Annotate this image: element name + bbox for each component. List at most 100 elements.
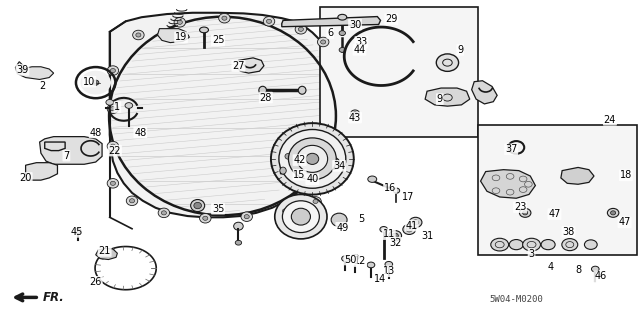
Text: 32: 32 [389, 238, 401, 248]
Text: 21: 21 [99, 246, 111, 256]
Ellipse shape [200, 27, 209, 33]
Ellipse shape [351, 255, 359, 260]
Text: 18: 18 [620, 170, 632, 180]
Text: 33: 33 [355, 37, 367, 47]
Text: 45: 45 [70, 227, 83, 237]
Text: 9: 9 [457, 45, 463, 55]
Text: 16: 16 [384, 183, 396, 193]
Text: 1: 1 [115, 102, 120, 112]
Ellipse shape [380, 226, 388, 232]
Ellipse shape [523, 211, 528, 215]
Ellipse shape [194, 202, 202, 209]
Text: 35: 35 [212, 204, 224, 214]
FancyBboxPatch shape [478, 124, 637, 255]
Ellipse shape [367, 262, 375, 268]
Ellipse shape [75, 228, 81, 234]
Text: 5W04-M0200: 5W04-M0200 [489, 295, 543, 304]
Ellipse shape [317, 37, 329, 47]
Ellipse shape [93, 80, 99, 85]
Polygon shape [15, 62, 54, 79]
Polygon shape [96, 249, 117, 260]
Text: 25: 25 [212, 35, 224, 45]
Text: 48: 48 [134, 128, 147, 137]
Text: 31: 31 [421, 231, 433, 241]
Ellipse shape [310, 197, 321, 206]
Ellipse shape [409, 217, 422, 227]
Ellipse shape [22, 69, 26, 71]
Ellipse shape [282, 151, 294, 162]
Ellipse shape [200, 213, 211, 223]
Ellipse shape [403, 224, 415, 234]
Ellipse shape [125, 103, 132, 108]
Text: 43: 43 [349, 113, 361, 122]
Ellipse shape [280, 167, 286, 174]
Ellipse shape [326, 157, 340, 169]
Polygon shape [282, 17, 381, 27]
FancyBboxPatch shape [320, 7, 478, 137]
Polygon shape [481, 170, 536, 198]
Text: 15: 15 [293, 170, 306, 180]
Ellipse shape [342, 256, 349, 262]
Text: 30: 30 [349, 19, 361, 30]
Ellipse shape [392, 233, 398, 238]
Ellipse shape [259, 86, 266, 94]
Ellipse shape [295, 25, 307, 34]
Ellipse shape [263, 17, 275, 26]
Ellipse shape [81, 71, 111, 94]
Ellipse shape [289, 138, 336, 180]
Text: 40: 40 [306, 174, 319, 184]
Text: 12: 12 [354, 256, 366, 266]
Text: 44: 44 [353, 45, 365, 55]
Ellipse shape [236, 240, 242, 245]
Ellipse shape [412, 220, 419, 225]
Ellipse shape [110, 69, 115, 73]
Ellipse shape [353, 112, 357, 115]
Ellipse shape [275, 195, 327, 239]
Ellipse shape [136, 33, 141, 37]
Polygon shape [40, 137, 102, 164]
Text: 13: 13 [383, 266, 395, 276]
Ellipse shape [297, 145, 328, 172]
Ellipse shape [520, 208, 531, 217]
Polygon shape [109, 13, 336, 217]
Ellipse shape [266, 19, 271, 23]
Ellipse shape [244, 215, 249, 219]
Ellipse shape [177, 20, 182, 24]
Text: 39: 39 [16, 65, 29, 75]
Ellipse shape [132, 30, 144, 40]
Ellipse shape [174, 18, 186, 27]
Ellipse shape [491, 238, 509, 251]
Ellipse shape [607, 208, 619, 217]
Polygon shape [157, 29, 189, 43]
Ellipse shape [107, 104, 118, 114]
Text: 47: 47 [618, 217, 631, 227]
Ellipse shape [389, 231, 401, 241]
Text: 8: 8 [575, 265, 582, 275]
Text: 5: 5 [358, 214, 365, 224]
Text: 17: 17 [402, 192, 414, 202]
Polygon shape [26, 163, 58, 180]
Text: 24: 24 [604, 115, 616, 125]
Ellipse shape [509, 240, 524, 250]
Ellipse shape [282, 209, 287, 213]
Text: FR.: FR. [44, 291, 65, 304]
Text: 26: 26 [90, 277, 102, 287]
Ellipse shape [158, 208, 170, 218]
Ellipse shape [241, 212, 252, 221]
Text: 19: 19 [175, 32, 188, 42]
Text: 49: 49 [336, 223, 348, 233]
Text: 9: 9 [436, 94, 443, 104]
Ellipse shape [368, 176, 377, 182]
Ellipse shape [523, 238, 540, 251]
Ellipse shape [306, 153, 319, 164]
Ellipse shape [611, 211, 616, 215]
Ellipse shape [436, 54, 459, 71]
Text: 2: 2 [39, 81, 45, 91]
Ellipse shape [339, 31, 346, 35]
Ellipse shape [107, 66, 118, 75]
Ellipse shape [191, 199, 205, 211]
Text: 6: 6 [327, 28, 333, 38]
Ellipse shape [289, 164, 302, 175]
Ellipse shape [541, 240, 555, 250]
Ellipse shape [298, 27, 303, 31]
